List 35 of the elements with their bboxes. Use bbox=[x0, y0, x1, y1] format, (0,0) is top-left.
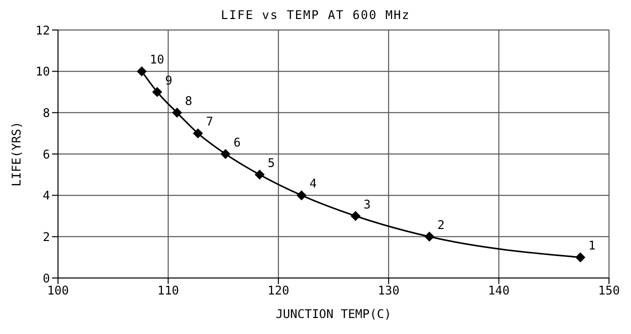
chart-title: LIFE vs TEMP AT 600 MHz bbox=[220, 8, 412, 24]
point bbox=[575, 252, 586, 262]
x-tick-label: 100 bbox=[47, 284, 69, 298]
point bbox=[350, 211, 361, 221]
y-tick-label: 0 bbox=[42, 271, 50, 286]
point bbox=[254, 170, 265, 180]
point bbox=[424, 232, 434, 242]
y-tick-label: 8 bbox=[42, 106, 50, 120]
x-tick-label: 140 bbox=[488, 284, 510, 298]
x-tick-label: 150 bbox=[598, 284, 620, 298]
annotation: 1 bbox=[588, 238, 596, 253]
annotation: 7 bbox=[206, 114, 214, 129]
annotation: 10 bbox=[150, 52, 164, 67]
annotation: 6 bbox=[234, 135, 241, 150]
y-axis-title: LIFE(YRS) bbox=[9, 121, 24, 187]
annotation: 2 bbox=[437, 218, 445, 232]
y-tick-label: 2 bbox=[42, 230, 50, 244]
annotation: 3 bbox=[364, 197, 371, 212]
y-tick-label: 12 bbox=[36, 23, 50, 38]
y-tick-label: 4 bbox=[42, 188, 50, 203]
x-axis-title: JUNCTION TEMP(C) bbox=[276, 307, 392, 321]
annotation: 8 bbox=[185, 94, 192, 108]
annotation: 4 bbox=[310, 176, 317, 191]
point bbox=[220, 149, 231, 159]
point bbox=[136, 66, 147, 76]
point bbox=[192, 128, 203, 138]
point bbox=[172, 108, 182, 118]
x-tick-label: 110 bbox=[157, 284, 180, 298]
x-tick-label: 120 bbox=[268, 284, 290, 298]
x-tick-label: 130 bbox=[378, 284, 400, 298]
y-tick-label: 10 bbox=[36, 64, 50, 79]
annotation: 5 bbox=[268, 156, 275, 170]
y-tick-label: 6 bbox=[42, 147, 50, 162]
point bbox=[152, 87, 162, 97]
point bbox=[296, 190, 307, 200]
